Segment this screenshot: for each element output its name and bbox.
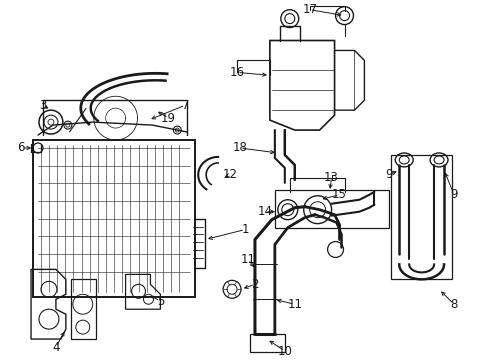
Text: 4: 4 bbox=[52, 341, 60, 354]
Text: 9: 9 bbox=[449, 188, 457, 201]
Bar bbox=[249, 334, 284, 352]
Text: 19: 19 bbox=[161, 112, 176, 125]
Text: 10: 10 bbox=[277, 345, 292, 357]
Text: 12: 12 bbox=[222, 168, 237, 181]
Text: 1: 1 bbox=[241, 223, 248, 236]
Text: 18: 18 bbox=[232, 141, 247, 154]
Text: 13: 13 bbox=[324, 171, 338, 184]
Text: 16: 16 bbox=[229, 66, 244, 79]
Text: 9: 9 bbox=[385, 168, 392, 181]
Bar bbox=[390, 155, 451, 279]
Text: 15: 15 bbox=[331, 188, 346, 201]
Text: 5: 5 bbox=[156, 295, 164, 308]
Bar bbox=[33, 140, 195, 297]
Text: 7: 7 bbox=[181, 99, 189, 112]
Text: 3: 3 bbox=[39, 99, 46, 112]
Text: 14: 14 bbox=[257, 205, 272, 218]
Text: 2: 2 bbox=[251, 278, 258, 291]
Text: 17: 17 bbox=[302, 3, 317, 16]
Text: 6: 6 bbox=[17, 141, 25, 154]
Text: 11: 11 bbox=[286, 298, 302, 311]
Bar bbox=[274, 190, 388, 228]
Text: 8: 8 bbox=[449, 298, 457, 311]
Text: 11: 11 bbox=[240, 253, 255, 266]
